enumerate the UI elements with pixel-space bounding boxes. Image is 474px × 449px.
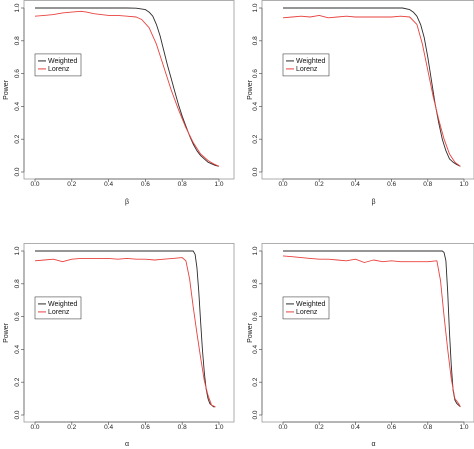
series-line-lorenz bbox=[34, 10, 220, 167]
legend-label: Weighted bbox=[296, 58, 326, 65]
x-axis-title: α bbox=[371, 441, 375, 448]
y-tick-label: 0.4 bbox=[252, 345, 259, 354]
y-tick-label: 0.2 bbox=[252, 377, 259, 386]
series-line-lorenz bbox=[34, 257, 216, 408]
y-tick-label: 0.0 bbox=[14, 167, 21, 176]
plot-frame bbox=[23, 243, 235, 423]
x-tick-label: 0.4 bbox=[351, 424, 360, 431]
x-tick-label: 0.0 bbox=[278, 424, 287, 431]
x-tick-label: 0.6 bbox=[141, 181, 150, 188]
series-line-weighted bbox=[35, 250, 216, 408]
x-tick-label: 0.2 bbox=[67, 424, 76, 431]
x-tick-label: 1.0 bbox=[459, 424, 468, 431]
series-line-weighted bbox=[283, 7, 461, 167]
series-line-weighted bbox=[283, 250, 461, 408]
y-tick-label: 1.0 bbox=[252, 3, 259, 12]
y-tick-label: 0.4 bbox=[14, 102, 21, 111]
plot-frame bbox=[261, 0, 474, 180]
x-tick-label: 0.8 bbox=[423, 181, 432, 188]
y-tick-label: 0.8 bbox=[14, 279, 21, 288]
x-tick-label: 0.4 bbox=[351, 181, 360, 188]
legend-box bbox=[282, 53, 330, 77]
x-tick-label: 0.2 bbox=[315, 424, 324, 431]
y-tick-label: 0.8 bbox=[252, 279, 259, 288]
y-tick-label: 0.8 bbox=[252, 36, 259, 45]
legend-label: Weighted bbox=[48, 301, 78, 308]
y-tick-label: 1.0 bbox=[14, 3, 21, 12]
y-axis-title: Power bbox=[247, 322, 254, 343]
series-line-lorenz bbox=[282, 14, 461, 167]
x-tick-label: 0.0 bbox=[30, 181, 39, 188]
x-axis-title: β bbox=[125, 199, 129, 206]
y-tick-label: 0.6 bbox=[252, 69, 259, 78]
x-tick-label: 0.6 bbox=[387, 424, 396, 431]
chart-panel-1: 0.0 0.2 0.4 0.6 0.8 1.0 0.0 0.2 0.4 0.6 0.8 1.0 β Pow… bbox=[3, 0, 235, 206]
y-tick-label: 0.8 bbox=[14, 36, 21, 45]
x-tick-label: 1.0 bbox=[214, 424, 223, 431]
legend-box bbox=[34, 296, 82, 320]
x-tick-label: 0.4 bbox=[104, 181, 113, 188]
x-tick-label: 0.8 bbox=[423, 424, 432, 431]
x-axis-title: β bbox=[371, 199, 375, 206]
y-tick-label: 1.0 bbox=[252, 246, 259, 255]
x-tick-label: 0.6 bbox=[387, 181, 396, 188]
chart-panel-3: 0.0 0.2 0.4 0.6 0.8 1.0 0.0 0.2 0.4 0.6 0.8 1.0 α Pow… bbox=[3, 243, 235, 448]
y-tick-label: 0.6 bbox=[14, 312, 21, 321]
legend-label: Lorenz bbox=[48, 309, 70, 316]
y-tick-label: 0.4 bbox=[14, 345, 21, 354]
legend-label: Lorenz bbox=[296, 66, 318, 73]
y-tick-label: 0.0 bbox=[252, 410, 259, 419]
y-tick-label: 0.2 bbox=[14, 134, 21, 143]
series-line-weighted bbox=[35, 7, 220, 167]
x-tick-label: 0.4 bbox=[104, 424, 113, 431]
plot-frame bbox=[23, 0, 235, 180]
legend-label: Lorenz bbox=[48, 66, 70, 73]
y-axis-title: Power bbox=[247, 79, 254, 100]
x-tick-label: 0.6 bbox=[141, 424, 150, 431]
legend-label: Weighted bbox=[296, 301, 326, 308]
x-tick-label: 1.0 bbox=[459, 181, 468, 188]
y-tick-label: 0.6 bbox=[252, 312, 259, 321]
legend-box bbox=[282, 296, 330, 320]
x-tick-label: 0.2 bbox=[315, 181, 324, 188]
y-tick-label: 0.4 bbox=[252, 102, 259, 111]
x-tick-label: 1.0 bbox=[214, 181, 223, 188]
legend-label: Weighted bbox=[48, 58, 78, 65]
y-axis-title: Power bbox=[3, 322, 10, 343]
chart-panel-2: 0.0 0.2 0.4 0.6 0.8 1.0 0.0 0.2 0.4 0.6 0.8 1.0 β Pow… bbox=[247, 0, 474, 206]
y-tick-label: 0.0 bbox=[252, 167, 259, 176]
legend-box bbox=[34, 53, 82, 77]
plot-frame bbox=[261, 243, 474, 423]
x-tick-label: 0.2 bbox=[67, 181, 76, 188]
x-tick-label: 0.8 bbox=[178, 181, 187, 188]
x-tick-label: 0.0 bbox=[278, 181, 287, 188]
y-tick-label: 0.2 bbox=[252, 134, 259, 143]
x-tick-label: 0.0 bbox=[30, 424, 39, 431]
y-axis-title: Power bbox=[3, 79, 10, 100]
x-axis-title: α bbox=[125, 441, 129, 448]
y-tick-label: 0.2 bbox=[14, 377, 21, 386]
chart-panel-4: 0.0 0.2 0.4 0.6 0.8 1.0 0.0 0.2 0.4 0.6 0.8 1.0 α Pow… bbox=[247, 243, 474, 448]
series-line-lorenz bbox=[282, 255, 461, 408]
legend-label: Lorenz bbox=[296, 309, 318, 316]
x-tick-label: 0.8 bbox=[178, 424, 187, 431]
y-tick-label: 0.6 bbox=[14, 69, 21, 78]
y-tick-label: 0.0 bbox=[14, 410, 21, 419]
y-tick-label: 1.0 bbox=[14, 246, 21, 255]
